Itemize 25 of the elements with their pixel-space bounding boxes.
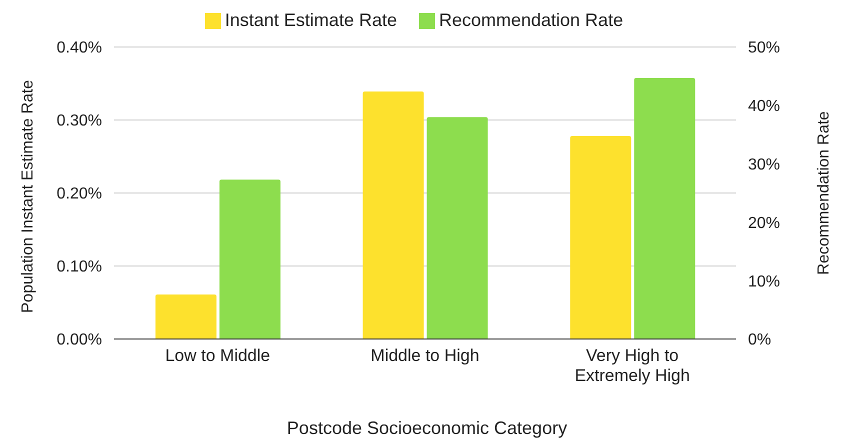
bar xyxy=(155,294,216,339)
y2-tick-label: 0% xyxy=(748,332,772,349)
legend-label: Instant Estimate Rate xyxy=(224,10,397,30)
y2-axis-title: Recommendation Rate xyxy=(816,111,833,275)
y-tick-label: 0.40% xyxy=(56,40,102,57)
y2-tick-label: 40% xyxy=(748,98,780,116)
bar xyxy=(634,78,696,339)
legend-label: Recommendation Rate xyxy=(438,10,624,30)
bar xyxy=(362,92,424,339)
y-tick-label: 0.20% xyxy=(56,186,102,203)
y-axis-title: Population Instant Estimate Rate xyxy=(20,80,37,313)
y2-tick-label: 20% xyxy=(748,214,780,232)
y-tick-label: 0.30% xyxy=(56,112,102,130)
bar xyxy=(426,117,488,339)
x-axis-title: Postcode Socioeconomic Category xyxy=(286,418,568,439)
x-tick-label: Middle to High xyxy=(370,346,480,365)
x-tick-label: Low to Middle xyxy=(165,346,270,365)
bar xyxy=(219,180,280,339)
y-tick-label: 0.10% xyxy=(56,258,102,276)
y2-tick-label: 10% xyxy=(748,273,780,290)
y2-tick-label: 30% xyxy=(748,156,780,174)
y-tick-label: 0.00% xyxy=(56,332,102,349)
y2-tick-label: 50% xyxy=(748,40,780,57)
x-tick-label: Very High to Extremely High xyxy=(574,346,690,385)
bar xyxy=(570,136,632,339)
